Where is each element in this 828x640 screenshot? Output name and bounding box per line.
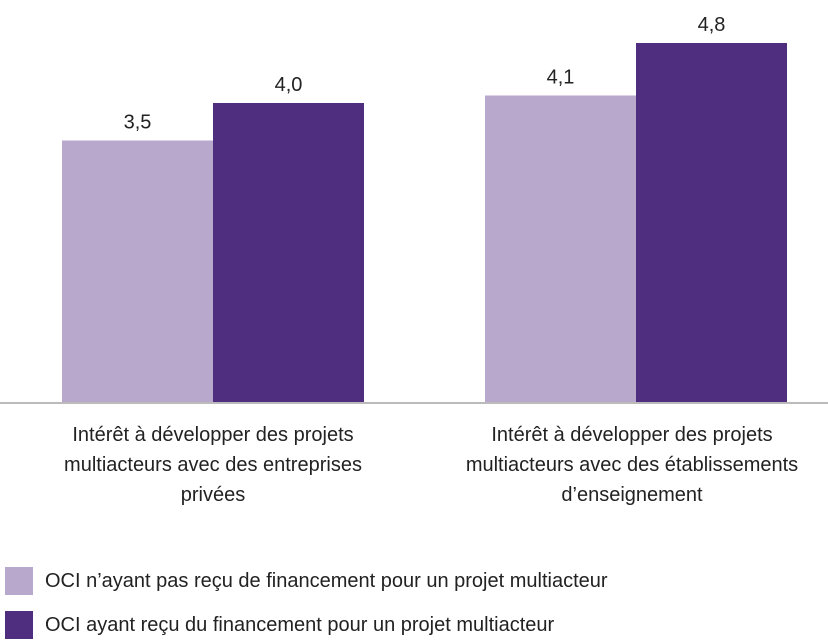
bar	[62, 140, 213, 403]
value-label: 4,0	[275, 74, 303, 96]
bar	[485, 95, 636, 403]
legend-item: OCI n’ayant pas reçu de financement pour…	[5, 567, 608, 595]
legend-label: OCI n’ayant pas reçu de financement pour…	[45, 569, 608, 592]
bar	[213, 103, 364, 403]
plot: 3,5 4,1 4,0 4,8	[0, 14, 828, 404]
bar	[636, 43, 787, 403]
legend-swatch	[5, 611, 33, 639]
value-label: 3,5	[124, 112, 152, 134]
legend-swatch	[5, 567, 33, 595]
legend-item: OCI ayant reçu du financement pour un pr…	[5, 611, 554, 639]
value-label: 4,8	[698, 14, 726, 36]
legend-label: OCI ayant reçu du financement pour un pr…	[45, 613, 555, 636]
category-label: Intérêt à développer des projets multiac…	[64, 424, 362, 506]
value-label: 4,1	[547, 67, 575, 89]
category-label: Intérêt à développer des projets multiac…	[465, 424, 799, 506]
